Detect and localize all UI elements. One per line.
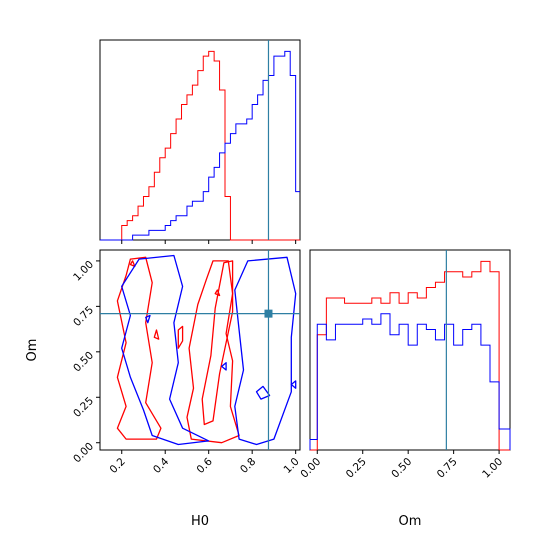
contour-blue-level bbox=[121, 254, 210, 446]
om-histogram-tick-label: 0.75 bbox=[435, 456, 460, 481]
om-histogram-tick-label: 0.25 bbox=[344, 456, 369, 481]
contour-red-level bbox=[186, 260, 240, 444]
contour-red-level bbox=[201, 260, 234, 426]
contour-panel: 0.2 0.4 0.6 0.8 1.0 0.000.250.500.751.00 H0 … bbox=[25, 249, 302, 529]
contour-blue-level bbox=[145, 314, 151, 324]
h0-histogram-red-series bbox=[100, 50, 300, 241]
contour-red-level bbox=[116, 256, 162, 440]
contour-x-ticks: 0.2 0.4 0.6 0.8 1.0 bbox=[108, 450, 302, 476]
contour-y-tick-label: 0.25 bbox=[71, 395, 96, 420]
contour-red-level bbox=[177, 325, 184, 349]
om-histogram-tick-label: 0.50 bbox=[389, 456, 414, 481]
contour-x-tick-label: 0.4 bbox=[151, 455, 172, 476]
om-histogram-red-series bbox=[310, 260, 510, 451]
h0-histogram-blue-series bbox=[100, 50, 300, 241]
x-axis-label-h0: H0 bbox=[191, 514, 209, 529]
h0-histogram-ticks bbox=[121, 240, 297, 244]
contour-y-tick-label: 0.00 bbox=[71, 440, 96, 465]
om-histogram-tick-label: 1.00 bbox=[480, 456, 505, 481]
contour-y-tick-label: 1.00 bbox=[71, 259, 96, 284]
om-histogram-panel: 0.00 0.25 0.50 0.75 1.00 Om bbox=[298, 249, 511, 529]
contour-red-level bbox=[153, 329, 160, 340]
om-histogram-tick-label: 0.00 bbox=[298, 456, 323, 481]
x-axis-label-om: Om bbox=[399, 514, 422, 529]
y-axis-label-om: Om bbox=[25, 339, 40, 362]
contour-x-tick-label: 0.2 bbox=[108, 456, 128, 476]
contour-x-tick-label: 0.8 bbox=[238, 456, 258, 476]
truth-marker bbox=[264, 309, 273, 318]
contour-red-level bbox=[129, 260, 136, 268]
om-histogram-series bbox=[309, 260, 511, 451]
om-histogram-blue-series bbox=[309, 313, 511, 450]
contour-series bbox=[116, 254, 297, 446]
om-histogram-frame bbox=[309, 249, 511, 451]
contour-y-tick-label: 0.75 bbox=[71, 304, 96, 329]
om-histogram-x-ticks: 0.00 0.25 0.50 0.75 1.00 bbox=[298, 450, 505, 481]
contour-blue-level bbox=[221, 362, 227, 371]
contour-x-tick-label: 0.6 bbox=[195, 455, 216, 476]
contour-frame bbox=[99, 249, 301, 451]
contour-blue-level bbox=[255, 385, 271, 400]
contour-red-level bbox=[214, 289, 221, 297]
h0-histogram-series bbox=[100, 50, 300, 241]
h0-histogram-panel bbox=[99, 39, 301, 244]
contour-y-ticks: 0.00 0.25 0.50 0.75 1.00 bbox=[71, 259, 100, 465]
contour-blue-level bbox=[290, 380, 297, 389]
contour-y-tick-label: 0.50 bbox=[71, 349, 96, 374]
contour-blue-level bbox=[234, 256, 297, 446]
h0-histogram-frame bbox=[99, 39, 301, 241]
